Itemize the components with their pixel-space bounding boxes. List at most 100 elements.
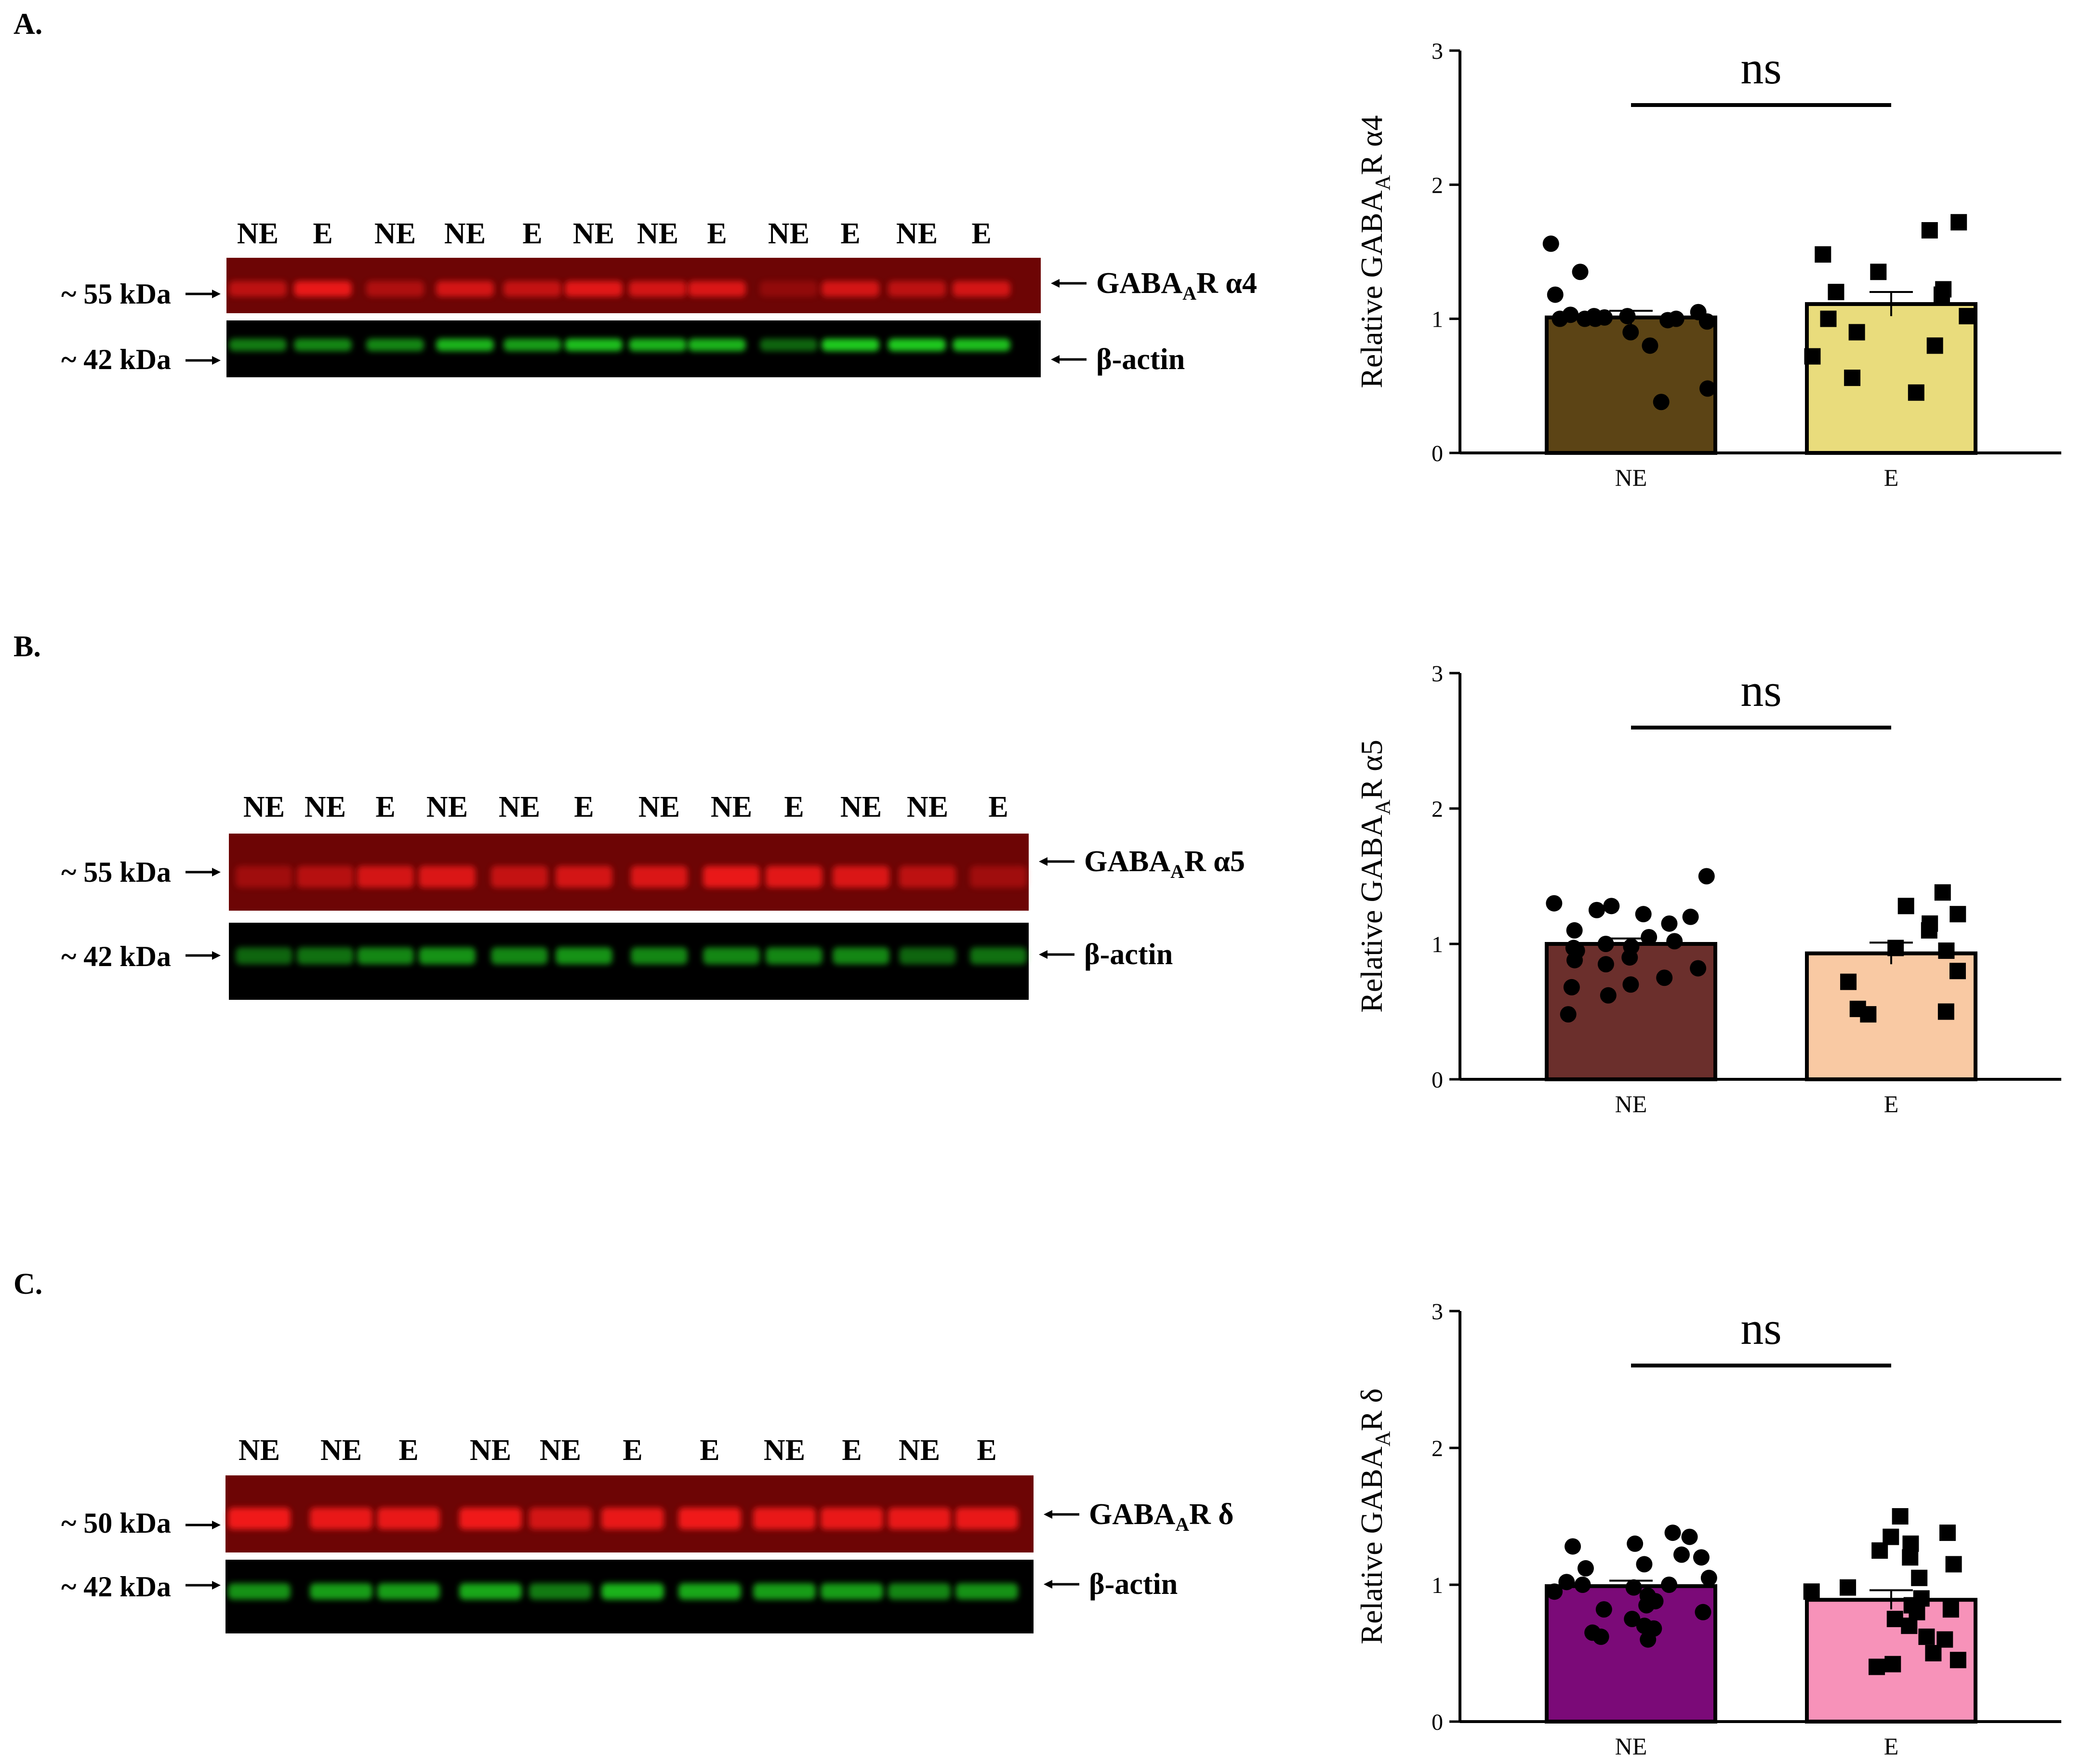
arrowhead-icon	[1039, 950, 1048, 959]
data-point	[1693, 1549, 1710, 1566]
panel-a-letter: A.	[13, 8, 42, 40]
data-point	[1820, 310, 1837, 327]
y-tick-label: 1	[1432, 932, 1443, 957]
red-membrane	[226, 258, 1041, 313]
lane-label: NE	[907, 791, 948, 823]
arrowhead-icon	[1044, 1580, 1052, 1589]
significance-label: ns	[1740, 1302, 1781, 1354]
data-point	[1641, 928, 1658, 945]
data-point	[1699, 380, 1716, 397]
arrowhead-icon	[212, 356, 221, 365]
data-point	[1937, 1003, 1954, 1020]
green-band	[955, 1583, 1018, 1600]
red-band	[529, 1508, 592, 1529]
lane-label: E	[971, 217, 991, 250]
green-kda-marker: ~ 42 kDa	[61, 344, 171, 375]
data-point	[1840, 1579, 1857, 1596]
red-band	[366, 281, 424, 297]
data-point	[1840, 973, 1857, 990]
lane-label: E	[840, 217, 860, 250]
red-band	[504, 281, 561, 297]
data-point	[1959, 308, 1976, 325]
red-target-label: GABAAR α4	[1096, 267, 1257, 304]
lane-label: E	[988, 791, 1008, 823]
green-band	[821, 1583, 883, 1600]
green-kda-marker: ~ 42 kDa	[61, 941, 171, 972]
x-category-label: E	[1884, 1733, 1899, 1760]
lane-label: E	[784, 791, 804, 823]
red-band	[766, 866, 822, 888]
y-tick-label: 0	[1432, 441, 1443, 466]
green-band	[888, 1583, 951, 1600]
red-kda-marker: ~ 55 kDa	[61, 278, 171, 310]
data-point	[1918, 1628, 1935, 1645]
data-point	[1661, 915, 1678, 932]
data-point	[1638, 1597, 1655, 1614]
data-point	[1934, 884, 1951, 901]
western-blot-panel-b: NE NE E NE NE E NE NE E NE NE E ~ 55 kDa ~ 42 kDa GABA…	[61, 791, 1245, 1000]
western-blot-panel-a: NE E NE NE E NE NE E NE E NE E ~ 55 kDa ~ 42 kDa GABAA…	[61, 217, 1257, 377]
red-band	[899, 866, 956, 888]
green-band	[822, 338, 879, 351]
data-point	[1619, 308, 1636, 325]
data-point	[1656, 969, 1673, 986]
y-tick-label: 2	[1432, 796, 1443, 822]
green-band	[436, 338, 494, 351]
red-band	[888, 1508, 951, 1529]
data-point	[1869, 1658, 1885, 1675]
data-point	[1653, 394, 1670, 411]
green-band	[678, 1583, 741, 1600]
red-band	[565, 281, 623, 297]
green-band	[357, 947, 414, 965]
data-point	[1661, 1577, 1678, 1593]
data-point	[1803, 1583, 1820, 1600]
x-category-label: E	[1884, 464, 1899, 491]
green-band	[419, 947, 476, 965]
green-band	[753, 1583, 816, 1600]
green-band	[760, 338, 818, 351]
red-target-label: GABAAR δ	[1089, 1498, 1234, 1535]
data-point	[1621, 949, 1638, 966]
data-point	[1949, 963, 1966, 980]
data-point	[1884, 1656, 1901, 1672]
lane-label: E	[313, 217, 332, 250]
panel-b-letter: B.	[13, 630, 41, 663]
data-point	[1566, 952, 1583, 968]
data-point	[1642, 337, 1658, 354]
red-band	[821, 1508, 883, 1529]
arrowhead-icon	[212, 1521, 221, 1529]
data-point	[1828, 284, 1844, 300]
data-point	[1636, 1556, 1653, 1573]
lane-label: NE	[444, 217, 486, 250]
lane-label: NE	[237, 217, 278, 250]
red-band	[357, 866, 414, 888]
data-point	[1901, 1618, 1918, 1634]
data-point	[1860, 1006, 1877, 1023]
data-point	[1949, 1652, 1966, 1669]
lane-label: NE	[320, 1434, 362, 1467]
lane-label: E	[398, 1434, 418, 1467]
data-point	[1695, 1604, 1711, 1620]
lane-label: NE	[305, 791, 346, 823]
red-band	[631, 866, 688, 888]
bar-ne	[1545, 1584, 1717, 1724]
lane-label: NE	[239, 1434, 280, 1467]
red-band	[310, 1508, 372, 1529]
green-band	[491, 947, 548, 965]
y-tick-label: 3	[1432, 39, 1443, 64]
data-point	[1625, 1579, 1642, 1596]
data-point	[1950, 214, 1967, 231]
arrowhead-icon	[1051, 279, 1060, 288]
data-point	[1938, 942, 1955, 959]
green-band	[565, 338, 623, 351]
data-point	[1681, 1528, 1698, 1545]
green-band	[970, 947, 1027, 965]
red-membrane	[229, 834, 1029, 911]
data-point	[1682, 908, 1699, 925]
red-band	[953, 281, 1010, 297]
y-tick-label: 0	[1432, 1067, 1443, 1093]
x-category-label: NE	[1615, 464, 1647, 491]
data-point	[1664, 1525, 1681, 1541]
green-band	[310, 1583, 372, 1600]
